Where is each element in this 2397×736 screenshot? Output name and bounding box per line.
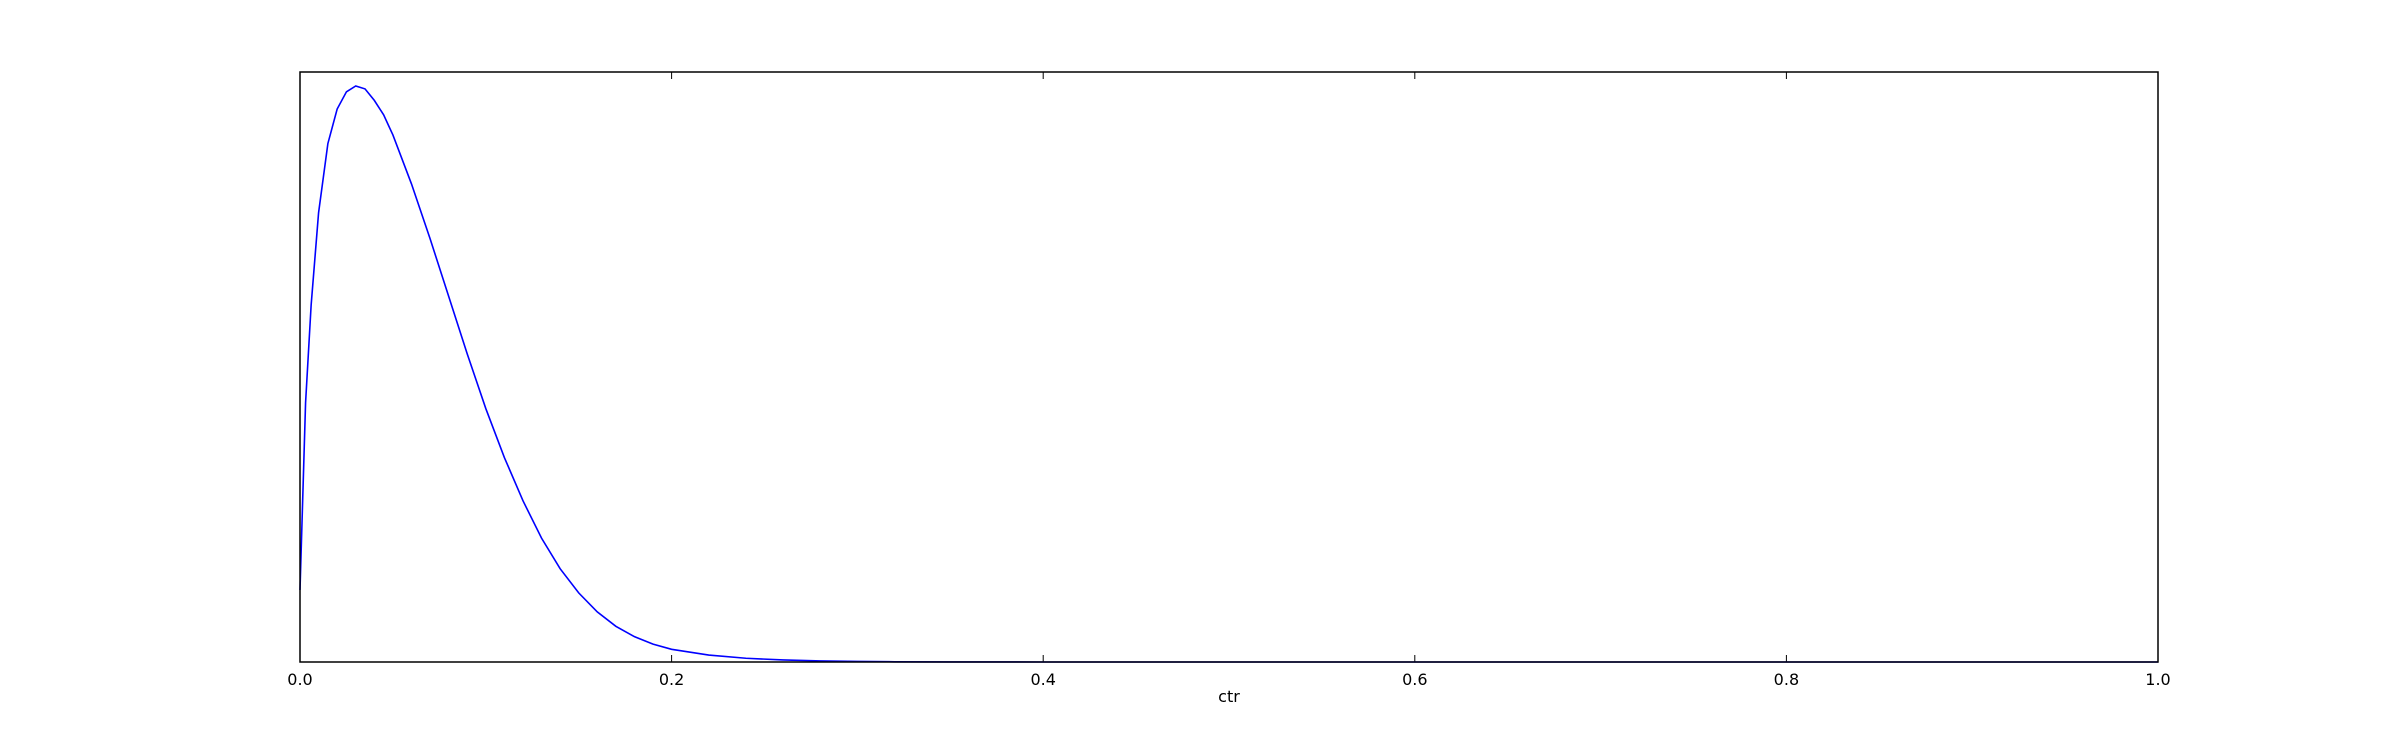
x-axis-label: ctr <box>1218 687 1240 706</box>
plot-area <box>300 72 2158 662</box>
x-tick-label: 1.0 <box>2145 670 2170 689</box>
x-tick-label: 0.4 <box>1030 670 1055 689</box>
x-tick-label: 0.0 <box>287 670 312 689</box>
plot-frame <box>299 71 2159 663</box>
x-axis-tick-labels: 0.0 0.2 0.4 0.6 0.8 1.0 <box>287 670 2170 689</box>
x-tick-label: 0.8 <box>1774 670 1799 689</box>
x-tick-label: 0.6 <box>1402 670 1427 689</box>
x-tick-label: 0.2 <box>659 670 684 689</box>
